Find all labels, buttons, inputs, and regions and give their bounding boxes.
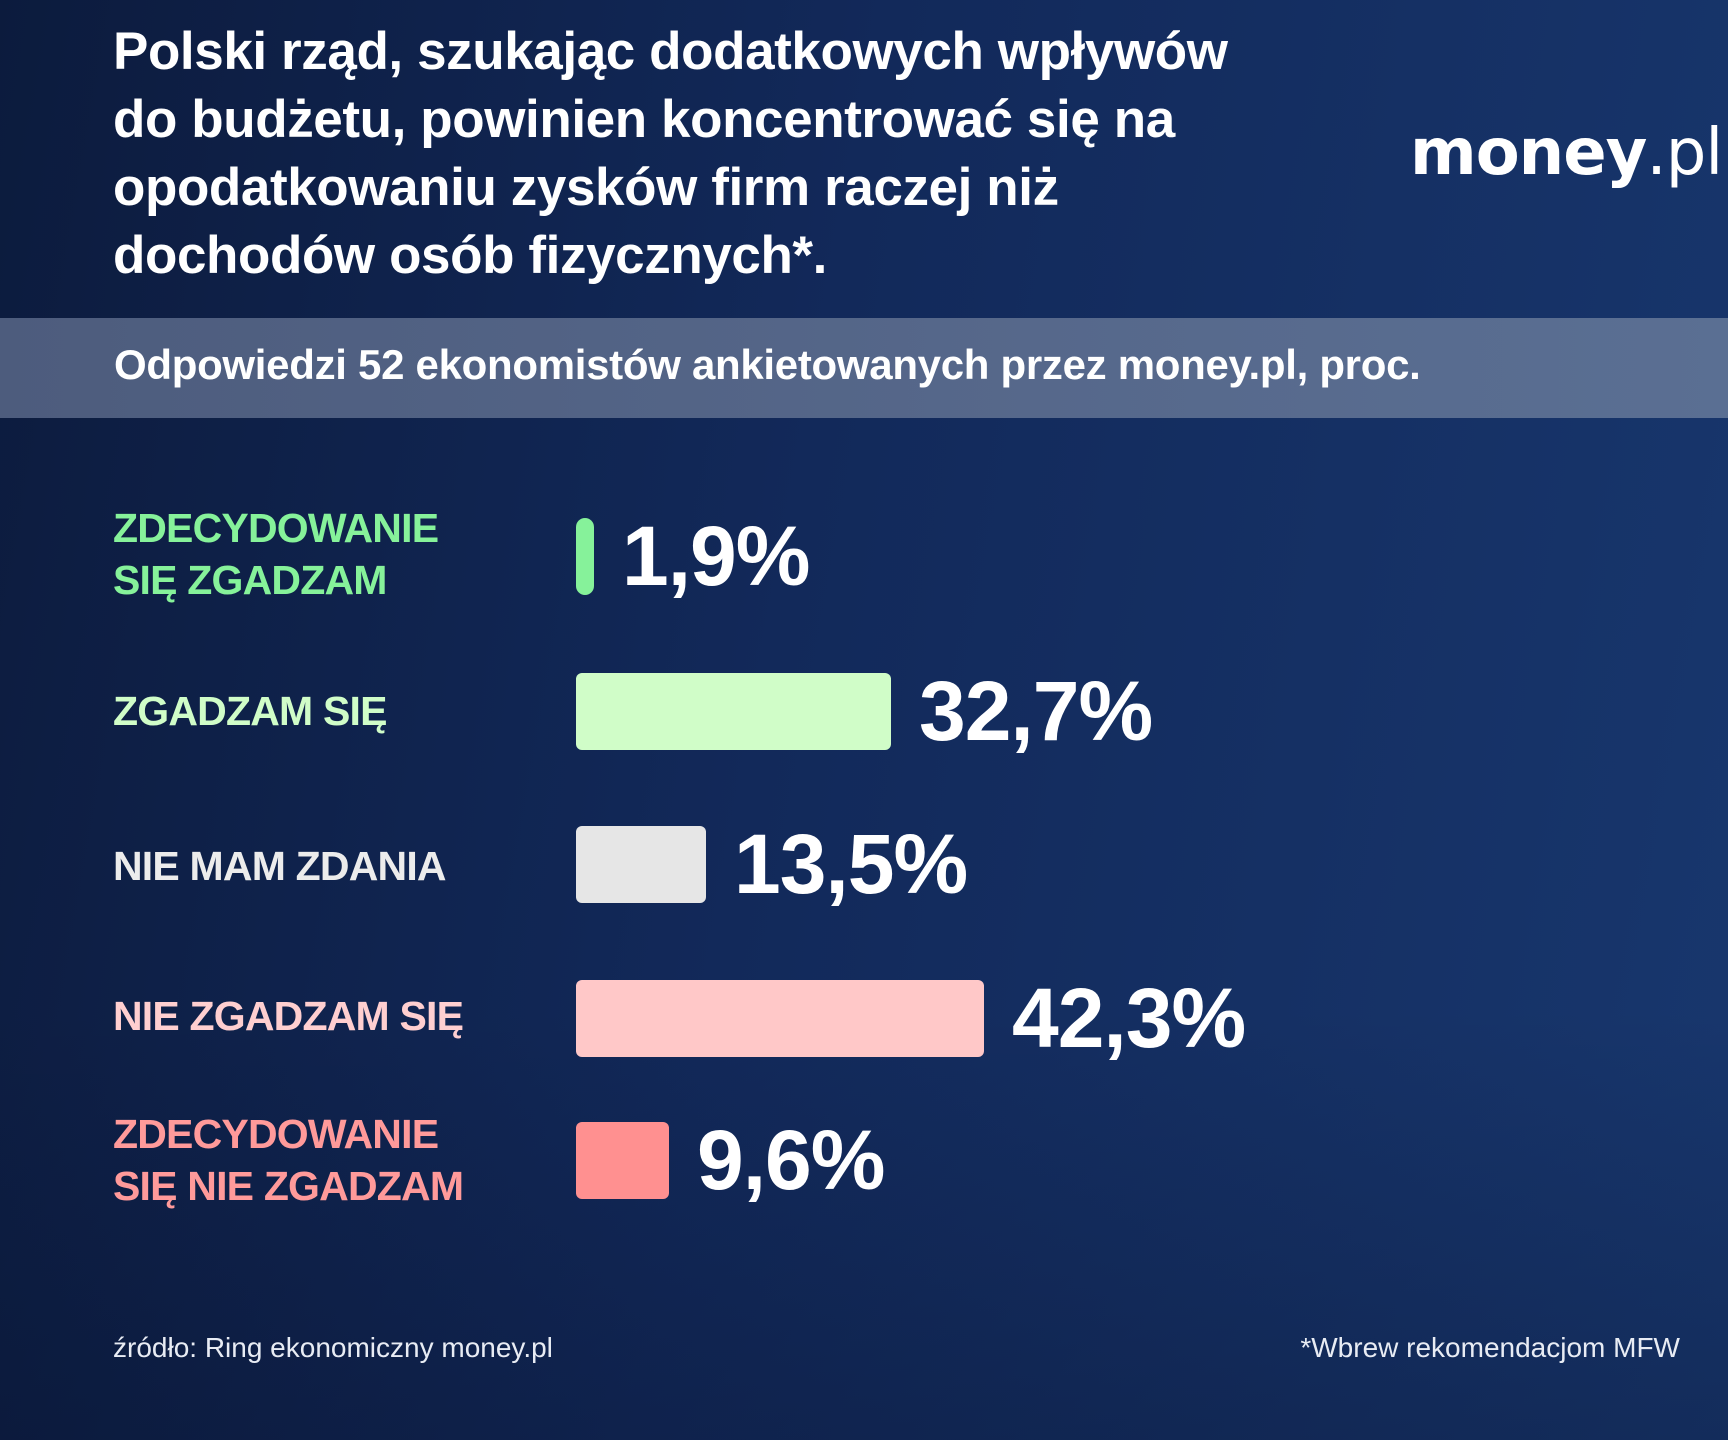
bar-no-opinion <box>576 826 706 903</box>
category-label-line: SIĘ ZGADZAM <box>113 557 387 603</box>
category-label-line: NIE MAM ZDANIA <box>113 843 447 889</box>
title-line: dochodów osób fizycznych*. <box>113 226 827 285</box>
logo-domain: .pl <box>1646 116 1723 190</box>
chart-title: Polski rząd, szukając dodatkowych wpływó… <box>113 18 1313 290</box>
category-label-line: ZDECYDOWANIE <box>113 505 439 551</box>
money-pl-logo: money.pl <box>1410 108 1723 198</box>
footnote: *Wbrew rekomendacjom MFW <box>1300 1332 1680 1363</box>
title-line: opodatkowaniu zysków firm raczej niż <box>113 158 1059 217</box>
category-label: NIE ZGADZAM SIĘ <box>113 990 464 1042</box>
category-label-line: NIE ZGADZAM SIĘ <box>113 993 464 1039</box>
category-label: ZGADZAM SIĘ <box>113 685 387 737</box>
value-label: 13,5% <box>734 817 968 911</box>
source-note: źródło: Ring ekonomiczny money.pl <box>113 1332 553 1363</box>
category-label-line: SIĘ NIE ZGADZAM <box>113 1163 464 1209</box>
bar-agree <box>576 673 891 750</box>
value-label: 32,7% <box>919 664 1153 758</box>
category-label-line: ZDECYDOWANIE <box>113 1111 439 1157</box>
category-label-line: ZGADZAM SIĘ <box>113 688 387 734</box>
chart-row-strongly-agree: ZDECYDOWANIE SIĘ ZGADZAM 1,9% <box>0 505 1728 603</box>
category-label: NIE MAM ZDANIA <box>113 840 447 892</box>
category-label: ZDECYDOWANIE SIĘ ZGADZAM <box>113 502 439 606</box>
chart-row-no-opinion: NIE MAM ZDANIA 13,5% <box>0 818 1728 910</box>
chart-row-disagree: NIE ZGADZAM SIĘ 42,3% <box>0 972 1728 1064</box>
chart-row-strongly-disagree: ZDECYDOWANIE SIĘ NIE ZGADZAM 9,6% <box>0 1111 1728 1209</box>
bar-strongly-disagree <box>576 1122 669 1199</box>
logo-wordmark: money <box>1410 116 1647 190</box>
subtitle-band <box>0 318 1728 418</box>
chart-row-agree: ZGADZAM SIĘ 32,7% <box>0 665 1728 757</box>
value-label: 1,9% <box>622 509 810 603</box>
category-label: ZDECYDOWANIE SIĘ NIE ZGADZAM <box>113 1108 464 1212</box>
bar-disagree <box>576 980 984 1057</box>
chart-subtitle: Odpowiedzi 52 ekonomistów ankietowanych … <box>114 341 1421 388</box>
value-label: 9,6% <box>697 1113 885 1207</box>
value-label: 42,3% <box>1012 971 1246 1065</box>
title-line: do budżetu, powinien koncentrować się na <box>113 90 1175 149</box>
bar-strongly-agree <box>576 518 594 595</box>
title-line: Polski rząd, szukając dodatkowych wpływó… <box>113 22 1228 81</box>
